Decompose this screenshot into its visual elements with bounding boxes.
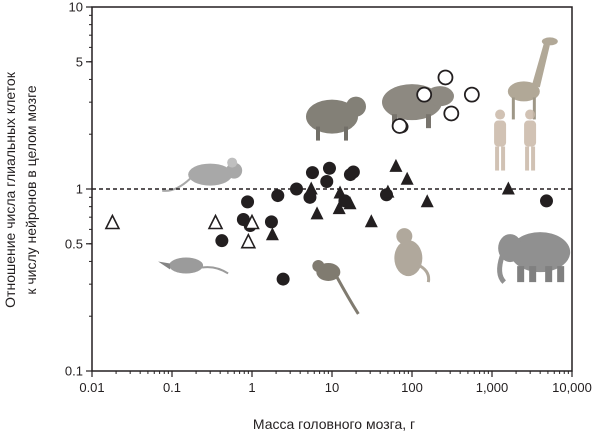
shrew-icon: [158, 257, 229, 275]
y-tick-label: 0.1: [65, 364, 83, 379]
data-point-open-circle: [437, 69, 454, 86]
y-tick-label: 0.5: [65, 236, 83, 251]
y-axis-title: Отношение числа глиальных клеток к числу…: [2, 71, 39, 308]
data-point-open-circle: [463, 86, 480, 103]
data-point-filled-circle: [276, 272, 290, 286]
x-tick-label: 1: [248, 380, 255, 395]
macaque-icon: [394, 228, 431, 283]
x-tick-label: 10: [325, 380, 339, 395]
data-point-filled-triangle: [381, 184, 395, 198]
giraffe-icon: [507, 37, 558, 120]
data-point-filled-triangle: [265, 227, 279, 241]
data-point-filled-circle: [241, 195, 255, 209]
y-tick-label: 5: [76, 54, 83, 69]
data-point-filled-circle: [539, 194, 553, 208]
data-point-open-circle: [416, 86, 433, 103]
y-tick-label: 1: [76, 182, 83, 197]
y-axis-title-line2: к числу нейронов в целом мозге: [23, 85, 39, 295]
data-point-filled-circle: [290, 182, 304, 196]
data-point-filled-circle: [346, 165, 360, 179]
data-point-filled-circle: [271, 189, 285, 203]
y-tick-label: 10: [69, 0, 83, 15]
x-tick-label: 0.1: [163, 380, 181, 395]
data-point-filled-triangle: [332, 201, 346, 215]
data-point-filled-triangle: [310, 206, 324, 220]
data-point-filled-circle: [215, 234, 229, 248]
data-point-filled-circle: [264, 215, 278, 229]
x-tick-label: 0.01: [79, 380, 104, 395]
marmoset-icon: [312, 259, 360, 315]
data-point-open-triangle: [104, 213, 121, 230]
x-axis-title: Масса головного мозга, г: [253, 416, 415, 432]
data-points-layer: [104, 69, 553, 286]
data-point-open-circle: [391, 118, 408, 134]
data-point-open-triangle: [244, 213, 260, 230]
agouti-icon: [306, 96, 366, 141]
data-point-open-triangle: [207, 213, 224, 230]
data-point-filled-circle: [322, 161, 336, 175]
data-point-filled-triangle: [400, 171, 414, 185]
data-point-filled-triangle: [304, 181, 318, 195]
y-axis-title-line1: Отношение числа глиальных клеток: [2, 71, 18, 308]
y-axis-ticks: 0.1 0.5 1 5 10: [65, 0, 92, 379]
data-point-filled-triangle: [501, 181, 515, 195]
x-tick-label: 10,000: [552, 380, 592, 395]
x-tick-label: 1,000: [476, 380, 509, 395]
x-tick-label: 100: [401, 380, 423, 395]
data-point-filled-triangle: [364, 214, 378, 228]
mouse-icon: [162, 157, 243, 192]
data-point-filled-triangle: [389, 158, 403, 172]
data-point-open-circle: [443, 105, 460, 122]
data-point-open-triangle: [240, 232, 257, 249]
data-point-filled-circle: [320, 174, 334, 188]
x-axis-ticks: 0.01 0.1 1 10 100 1,000 10,000: [79, 371, 592, 395]
data-point-filled-triangle: [343, 196, 357, 210]
illustrations-layer: [158, 37, 571, 315]
data-point-filled-triangle: [333, 185, 347, 199]
data-point-filled-circle: [305, 166, 319, 180]
data-point-filled-triangle: [420, 194, 434, 208]
humans-icon: [494, 109, 537, 171]
elephant-icon: [497, 232, 571, 284]
